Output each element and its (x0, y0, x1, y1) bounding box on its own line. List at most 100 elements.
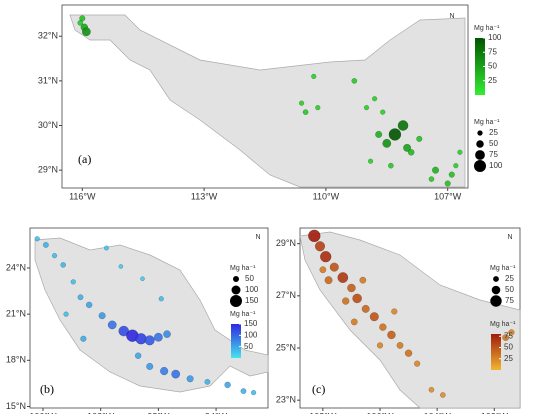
x-tick-label: 106°W (29, 411, 57, 414)
size-legend-key (477, 130, 483, 136)
color-bar (475, 38, 485, 95)
size-legend-label: 50 (245, 274, 254, 283)
data-point (367, 158, 374, 164)
color-legend-label: 25 (504, 354, 513, 363)
data-point (153, 332, 163, 342)
data-point (407, 149, 415, 156)
color-legend-label: 75 (488, 47, 497, 56)
data-point (380, 109, 386, 115)
x-tick-label: 94°W (205, 411, 228, 414)
data-point (382, 138, 392, 148)
data-point (118, 264, 124, 269)
size-legend-label: 100 (245, 285, 259, 294)
land (299, 231, 521, 409)
size-legend-label: 25 (489, 128, 498, 137)
data-point (342, 297, 350, 305)
north-arrow: N (507, 234, 512, 241)
y-tick-label: 15°N (6, 401, 26, 411)
color-legend-label: 50 (488, 62, 497, 71)
data-point (140, 276, 145, 282)
data-point (298, 100, 305, 106)
data-point (311, 73, 317, 80)
data-point (160, 366, 169, 376)
data-point (146, 362, 154, 370)
data-point (144, 335, 155, 346)
size-legend-key (474, 160, 486, 172)
data-point (337, 272, 349, 283)
data-point (448, 171, 455, 178)
x-tick-label: 113°W (191, 191, 218, 201)
data-point (329, 262, 339, 272)
data-point (302, 109, 309, 115)
data-point (319, 266, 327, 274)
data-point (80, 335, 87, 342)
data-point (350, 318, 358, 326)
color-legend-title: Mg ha⁻¹ (474, 25, 500, 32)
y-tick-label: 18°N (6, 355, 26, 365)
color-legend-label: 100 (244, 330, 258, 339)
data-point (508, 329, 515, 336)
color-legend-title: Mg ha⁻¹ (490, 321, 516, 328)
data-point (315, 105, 321, 111)
data-point (414, 360, 421, 367)
data-point (171, 369, 181, 379)
y-tick-label: 23°N (276, 395, 296, 405)
x-tick-label: 106°W (366, 411, 394, 414)
data-point (240, 388, 247, 394)
color-bar (231, 324, 241, 358)
data-point (416, 135, 423, 142)
data-point (352, 293, 362, 304)
data-point (387, 330, 396, 340)
panel-label: (a) (78, 152, 91, 166)
data-point (391, 308, 398, 315)
data-point (42, 242, 49, 248)
size-legend-key (231, 285, 241, 295)
data-point (428, 176, 435, 182)
y-tick-label: 31°N (38, 75, 58, 85)
data-point (440, 392, 446, 398)
data-point (388, 128, 402, 141)
size-legend-label: 50 (505, 285, 514, 294)
size-legend-title: Mg ha⁻¹ (474, 119, 500, 126)
color-bar (491, 334, 501, 370)
x-tick-label: 107°W (434, 191, 462, 201)
data-point (372, 96, 378, 102)
data-point (369, 312, 379, 322)
color-legend-label: 100 (488, 33, 502, 42)
data-point (444, 180, 451, 187)
data-point (376, 342, 384, 349)
size-legend-title: Mg ha⁻¹ (230, 265, 256, 272)
x-tick-label: 116°W (69, 191, 96, 201)
data-point (375, 130, 383, 138)
north-arrow: N (449, 13, 454, 20)
color-legend-label: 50 (244, 342, 253, 351)
data-point (51, 253, 58, 259)
size-legend-label: 150 (245, 296, 259, 305)
data-point (379, 323, 387, 331)
data-point (351, 78, 358, 84)
data-point (103, 245, 109, 251)
data-point (163, 330, 171, 338)
north-arrow: N (255, 234, 260, 241)
size-legend-label: 75 (489, 150, 498, 159)
panel-frame (61, 4, 469, 189)
data-point (224, 381, 231, 389)
panel-label: (b) (40, 382, 54, 396)
data-point (432, 166, 440, 174)
data-point (70, 279, 76, 285)
land (34, 237, 269, 393)
y-tick-label: 29°N (276, 238, 296, 248)
data-point (502, 334, 510, 341)
x-tick-label: 102°W (481, 411, 509, 414)
data-point (60, 262, 66, 268)
size-legend-key (476, 140, 484, 148)
data-point (308, 229, 321, 243)
x-tick-label: 102°W (87, 411, 115, 414)
data-point (397, 120, 409, 131)
data-point (81, 27, 91, 37)
data-point (98, 312, 106, 320)
data-point (457, 149, 463, 155)
size-legend-key (491, 285, 501, 295)
x-tick-label: 98°W (147, 411, 170, 414)
y-tick-label: 24°N (6, 262, 26, 272)
